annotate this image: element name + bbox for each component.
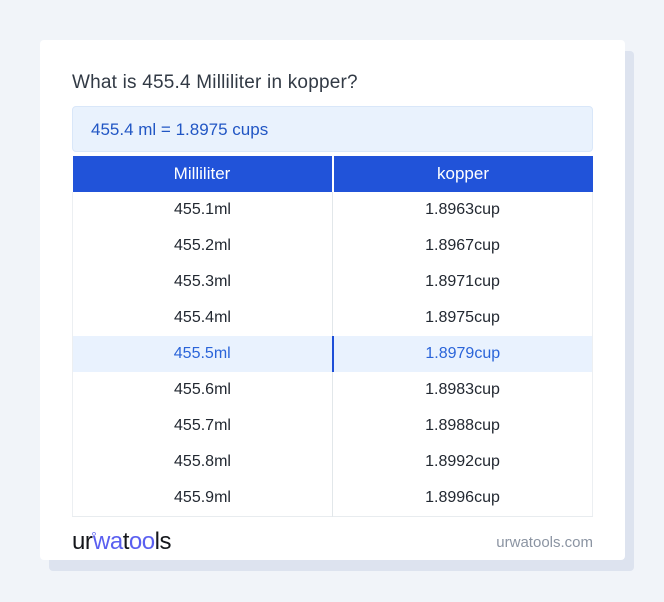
logo-part-t: t [122, 528, 130, 555]
card-footer: ur°watools urwatools.com [72, 523, 593, 561]
kopper-cell: 1.8996cup [332, 480, 593, 517]
conversion-table: Milliliter kopper 455.1ml 1.8963cup 455.… [72, 156, 593, 517]
milliliter-cell: 455.6ml [72, 372, 333, 408]
table-row[interactable]: 455.3ml 1.8971cup [72, 264, 593, 300]
kopper-cell: 1.8983cup [332, 372, 593, 408]
table-row[interactable]: 455.7ml 1.8988cup [72, 408, 593, 444]
milliliter-cell: 455.4ml [72, 300, 333, 336]
table-row[interactable]: 455.4ml 1.8975cup [72, 300, 593, 336]
kopper-cell: 1.8975cup [332, 300, 593, 336]
table-row[interactable]: 455.8ml 1.8992cup [72, 444, 593, 480]
logo-part-oo: oo [128, 528, 155, 555]
table-header-row: Milliliter kopper [72, 156, 593, 192]
kopper-cell: 1.8967cup [332, 228, 593, 264]
milliliter-cell: 455.9ml [72, 480, 333, 517]
logo-degree-mark: ° [91, 529, 97, 544]
page-title: What is 455.4 Milliliter in kopper? [72, 72, 358, 93]
table-row[interactable]: 455.5ml 1.8979cup [72, 336, 593, 372]
table-row[interactable]: 455.2ml 1.8967cup [72, 228, 593, 264]
logo-part-wa: wa [93, 528, 123, 555]
kopper-cell: 1.8992cup [332, 444, 593, 480]
milliliter-cell: 455.3ml [72, 264, 333, 300]
converter-card: What is 455.4 Milliliter in kopper? 455.… [40, 40, 625, 560]
logo-part-ur: ur [72, 528, 93, 555]
kopper-cell: 1.8979cup [331, 336, 593, 372]
milliliter-cell: 455.2ml [72, 228, 333, 264]
urwatools-logo[interactable]: ur°watools [72, 528, 171, 556]
milliliter-cell: 455.7ml [72, 408, 333, 444]
table-row[interactable]: 455.9ml 1.8996cup [72, 480, 593, 517]
milliliter-cell: 455.8ml [72, 444, 333, 480]
kopper-cell: 1.8963cup [332, 192, 593, 228]
header-kopper: kopper [331, 156, 593, 192]
milliliter-cell: 455.5ml [72, 336, 333, 372]
table-row[interactable]: 455.1ml 1.8963cup [72, 192, 593, 228]
kopper-cell: 1.8988cup [332, 408, 593, 444]
conversion-result-box: 455.4 ml = 1.8975 cups [72, 106, 593, 152]
header-milliliter: Milliliter [72, 156, 333, 192]
milliliter-cell: 455.1ml [72, 192, 333, 228]
site-domain-text: urwatools.com [496, 533, 593, 551]
table-row[interactable]: 455.6ml 1.8983cup [72, 372, 593, 408]
logo-part-ls: ls [154, 528, 172, 555]
kopper-cell: 1.8971cup [332, 264, 593, 300]
